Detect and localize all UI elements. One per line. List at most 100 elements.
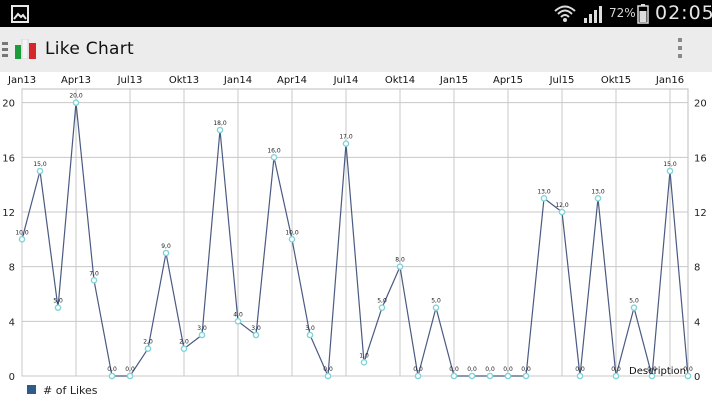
italy-flag-icon[interactable] <box>15 38 37 63</box>
value-label: 5,0 <box>377 298 387 305</box>
overflow-menu-icon[interactable] <box>676 38 684 62</box>
value-label: 3,0 <box>251 325 261 332</box>
data-point[interactable] <box>198 331 206 339</box>
series-line <box>21 102 689 377</box>
data-point[interactable] <box>216 126 224 134</box>
data-point[interactable] <box>324 372 332 380</box>
data-point[interactable] <box>540 195 548 202</box>
data-point[interactable] <box>270 154 278 161</box>
data-point[interactable] <box>234 318 242 325</box>
data-point[interactable] <box>666 167 674 175</box>
y-tick-left: 20 <box>2 99 15 110</box>
x-tick-label: Jul15 <box>549 75 575 86</box>
data-point[interactable] <box>414 372 422 380</box>
value-label: 1,0 <box>359 352 369 359</box>
value-label: 0,0 <box>323 366 333 373</box>
y-tick-left: 0 <box>9 372 15 383</box>
value-label: 0,0 <box>575 366 585 373</box>
y-tick-left: 8 <box>9 263 15 274</box>
x-tick-label: Okt15 <box>601 75 631 86</box>
value-label: 15,0 <box>33 161 47 168</box>
data-point[interactable] <box>450 372 458 380</box>
data-point[interactable] <box>594 195 602 202</box>
y-tick-left: 16 <box>2 153 15 164</box>
battery-icon <box>637 4 649 28</box>
data-point[interactable] <box>126 372 134 380</box>
data-point[interactable] <box>576 372 584 380</box>
chart-description: Description <box>629 366 686 377</box>
value-label: 8,0 <box>395 257 405 264</box>
data-point[interactable] <box>432 304 440 311</box>
data-point[interactable] <box>54 304 62 311</box>
value-label: 2,0 <box>143 339 153 346</box>
data-point[interactable] <box>486 372 494 380</box>
data-point[interactable] <box>684 372 692 380</box>
value-label: 10,0 <box>15 229 29 236</box>
value-label: 0,0 <box>413 366 423 373</box>
value-label: 0,0 <box>467 366 477 373</box>
x-tick-label: Jan13 <box>7 75 36 86</box>
value-label: 3,0 <box>197 325 207 332</box>
data-point[interactable] <box>360 359 368 366</box>
y-tick-right: 12 <box>694 208 707 219</box>
data-point[interactable] <box>90 277 98 284</box>
app-bar: Like Chart <box>0 27 712 73</box>
data-point[interactable] <box>108 372 116 380</box>
y-tick-left: 4 <box>9 317 15 328</box>
y-tick-right: 4 <box>694 317 700 328</box>
data-point[interactable] <box>36 167 44 175</box>
data-point[interactable] <box>630 304 638 311</box>
x-tick-label: Apr15 <box>493 75 523 86</box>
data-point[interactable] <box>342 140 350 147</box>
value-label: 16,0 <box>267 147 281 154</box>
data-point[interactable] <box>648 372 656 380</box>
legend-swatch <box>27 385 36 394</box>
data-point[interactable] <box>72 99 80 106</box>
value-label: 0,0 <box>449 366 459 373</box>
value-label: 0,0 <box>485 366 495 373</box>
value-label: 10,0 <box>285 229 299 236</box>
data-point[interactable] <box>378 304 386 311</box>
x-tick-label: Jul14 <box>333 75 359 86</box>
value-label: 0,0 <box>503 366 513 373</box>
value-label: 5,0 <box>53 298 63 305</box>
value-label: 7,0 <box>89 270 99 277</box>
data-point[interactable] <box>144 345 152 352</box>
value-label: 0,0 <box>125 366 135 373</box>
data-point[interactable] <box>162 249 170 257</box>
data-point[interactable] <box>396 263 404 270</box>
y-tick-right: 8 <box>694 263 700 274</box>
x-tick-label: Jan15 <box>439 75 468 86</box>
data-point[interactable] <box>306 331 314 339</box>
battery-percent: 72% <box>609 6 636 20</box>
signal-icon <box>584 5 604 27</box>
data-point[interactable] <box>522 372 530 380</box>
value-label: 2,0 <box>179 339 189 346</box>
x-tick-label: Jan14 <box>223 75 252 86</box>
data-point[interactable] <box>504 372 512 380</box>
y-tick-right: 16 <box>694 153 707 164</box>
data-point[interactable] <box>612 372 620 380</box>
wifi-icon <box>554 4 576 27</box>
y-tick-left: 12 <box>2 208 15 219</box>
data-point[interactable] <box>468 372 476 380</box>
data-point[interactable] <box>180 345 188 352</box>
data-point[interactable] <box>288 236 296 243</box>
value-label: 13,0 <box>591 188 605 195</box>
y-tick-right: 0 <box>694 372 700 383</box>
data-point[interactable] <box>18 236 26 243</box>
drawer-indicator-icon[interactable] <box>2 42 8 62</box>
value-label: 13,0 <box>537 188 551 195</box>
value-label: 9,0 <box>161 243 171 250</box>
data-point[interactable] <box>558 208 566 216</box>
status-bar: 72% 02:05 <box>0 0 712 27</box>
value-label: 18,0 <box>213 120 227 127</box>
data-point[interactable] <box>252 331 260 339</box>
value-label: 0,0 <box>683 366 693 373</box>
value-label: 20,0 <box>69 93 83 100</box>
value-label: 0,0 <box>107 366 117 373</box>
value-label: 0,0 <box>647 366 657 373</box>
x-tick-label: Okt13 <box>169 75 199 86</box>
like-chart[interactable]: Jan13 Apr13 Jul13 Okt13 Jan14 Apr14 Jul14 Okt14… <box>0 72 712 400</box>
clock: 02:05 <box>655 2 712 24</box>
